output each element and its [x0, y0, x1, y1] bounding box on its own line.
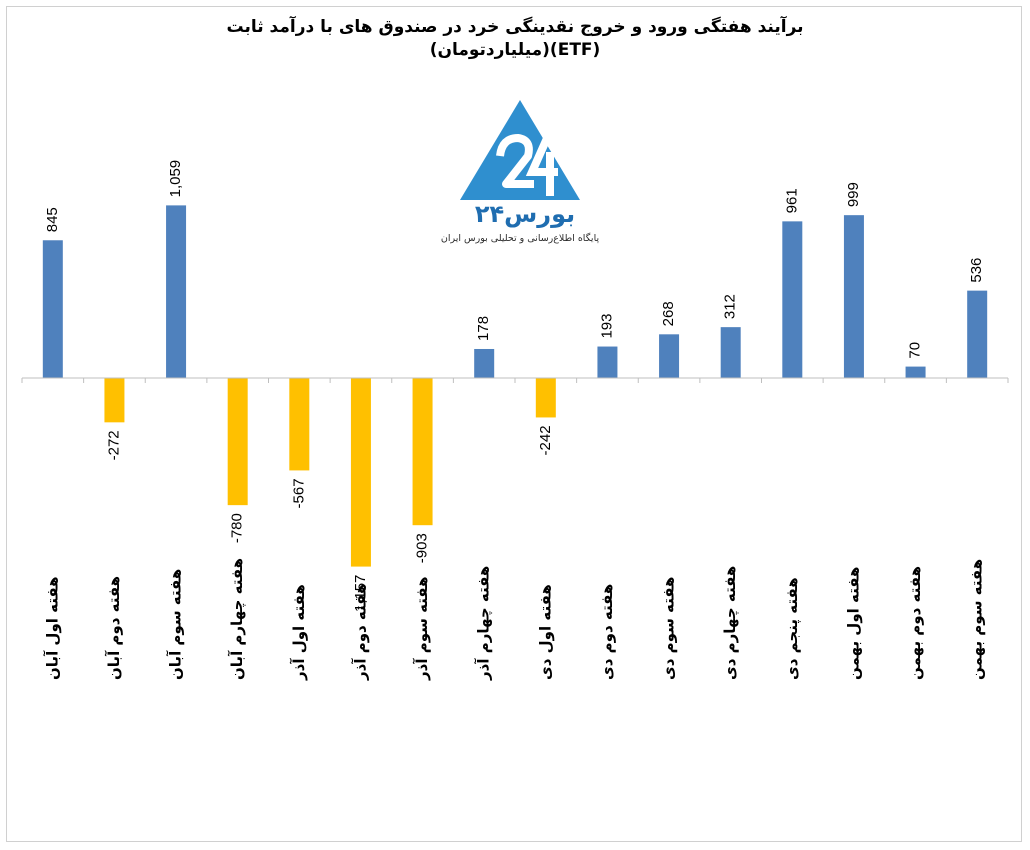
logo-name: بورس۲۴: [474, 200, 576, 228]
category-label: هفته اول بهمن: [844, 567, 862, 680]
category-label: هفته دوم آبان: [105, 576, 123, 680]
data-label: 536: [968, 258, 985, 283]
data-label: 961: [783, 188, 800, 213]
category-label: هفته دوم دی: [598, 584, 616, 680]
bourse24-logo-icon: [460, 100, 580, 200]
data-label: -567: [290, 478, 307, 508]
category-label: هفته اول دی: [536, 584, 554, 680]
bar: [782, 221, 803, 378]
bar: [535, 378, 556, 418]
data-label: -1,157: [352, 575, 369, 618]
bar: [720, 327, 741, 378]
data-label: -272: [105, 430, 122, 460]
logo-tagline: پایگاه اطلاع‌رسانی و تحلیلی بورس ایران: [440, 233, 600, 244]
data-label: 193: [598, 314, 615, 339]
bar: [843, 215, 864, 378]
bar: [659, 334, 680, 378]
bar: [350, 378, 371, 567]
data-label: 178: [475, 316, 492, 341]
category-label: هفته اول آذر: [290, 584, 308, 681]
category-label: هفته سوم بهمن: [968, 559, 986, 680]
data-label: 70: [907, 342, 924, 359]
bar: [289, 378, 310, 471]
category-label: هفته چهارم دی: [721, 566, 740, 680]
data-label: -780: [229, 513, 246, 543]
bar: [166, 205, 187, 378]
chart-title: برآیند هفتگی ورود و خروج نقدینگی خرد در …: [0, 16, 1030, 62]
bar: [474, 348, 495, 378]
category-label: هفته دوم آذر: [351, 584, 369, 681]
category-label: هفته چهارم آبان: [228, 558, 247, 680]
category-label: هفته سوم آذر: [413, 577, 431, 681]
bar: [227, 378, 248, 506]
category-label: هفته دوم بهمن: [906, 566, 924, 680]
bar: [412, 378, 433, 526]
chart-title-line1: برآیند هفتگی ورود و خروج نقدینگی خرد در …: [226, 17, 804, 37]
bar: [42, 240, 63, 378]
category-label: هفته چهارم آذر: [475, 566, 494, 681]
data-label: -903: [414, 533, 431, 563]
logo-digit-two: [496, 134, 534, 188]
bar: [597, 346, 618, 378]
logo-digit-four: [525, 134, 558, 196]
data-label: 312: [722, 294, 739, 319]
chart-frame: [6, 6, 1022, 842]
bar: [905, 366, 926, 378]
category-label: هفته سوم آبان: [167, 569, 185, 680]
data-label: -242: [537, 425, 554, 455]
bar: [104, 378, 125, 423]
category-label: هفته اول آبان: [43, 576, 61, 680]
data-label: 268: [660, 301, 677, 326]
bar: [967, 290, 988, 378]
data-label: 1,059: [167, 160, 184, 198]
data-label: 999: [845, 182, 862, 207]
chart-title-line2: (ETF)(میلیاردتومان): [429, 40, 601, 60]
category-label: هفته پنجم دی: [783, 577, 802, 680]
category-label: هفته سوم دی: [660, 577, 678, 680]
data-label: 845: [44, 207, 61, 232]
